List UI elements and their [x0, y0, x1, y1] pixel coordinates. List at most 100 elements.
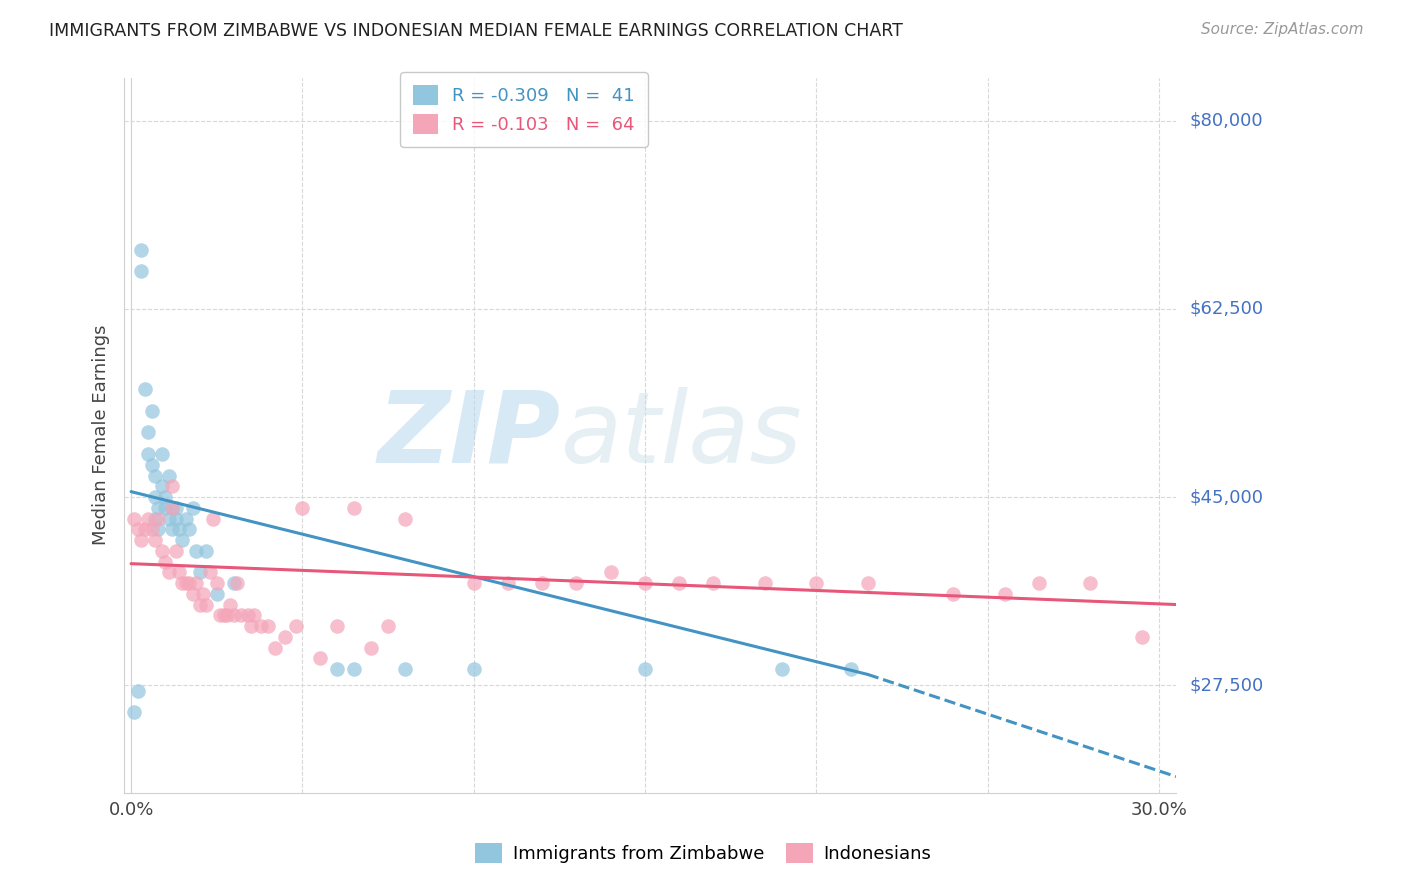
Point	[463, 576, 485, 591]
Point	[222, 576, 245, 591]
Text: $62,500: $62,500	[1189, 300, 1264, 318]
Y-axis label: Median Female Earnings: Median Female Earnings	[93, 325, 110, 545]
Point	[127, 683, 149, 698]
Point	[148, 511, 170, 525]
Point	[160, 522, 183, 536]
Point	[165, 500, 187, 515]
Point	[136, 425, 159, 440]
Point	[264, 640, 287, 655]
Point	[157, 566, 180, 580]
Point	[124, 511, 146, 525]
Point	[240, 619, 263, 633]
Point	[157, 468, 180, 483]
Point	[165, 511, 187, 525]
Point	[702, 576, 724, 591]
Point	[160, 500, 183, 515]
Point	[1028, 576, 1050, 591]
Point	[155, 500, 177, 515]
Point	[141, 404, 163, 418]
Point	[839, 662, 862, 676]
Point	[155, 555, 177, 569]
Point	[770, 662, 793, 676]
Point	[150, 479, 173, 493]
Point	[143, 533, 166, 547]
Point	[856, 576, 879, 591]
Text: $45,000: $45,000	[1189, 488, 1264, 506]
Point	[994, 587, 1017, 601]
Point	[257, 619, 280, 633]
Text: Source: ZipAtlas.com: Source: ZipAtlas.com	[1201, 22, 1364, 37]
Point	[148, 522, 170, 536]
Point	[209, 608, 232, 623]
Point	[634, 576, 657, 591]
Text: ZIP: ZIP	[378, 387, 561, 483]
Point	[496, 576, 519, 591]
Point	[160, 500, 183, 515]
Point	[360, 640, 382, 655]
Point	[325, 619, 347, 633]
Point	[198, 566, 221, 580]
Point	[195, 598, 218, 612]
Point	[172, 533, 194, 547]
Point	[167, 566, 190, 580]
Point	[134, 522, 156, 536]
Point	[806, 576, 828, 591]
Point	[291, 500, 314, 515]
Text: atlas: atlas	[561, 387, 803, 483]
Point	[394, 511, 416, 525]
Point	[325, 662, 347, 676]
Point	[191, 587, 214, 601]
Point	[1080, 576, 1102, 591]
Point	[174, 511, 197, 525]
Point	[599, 566, 621, 580]
Point	[188, 598, 211, 612]
Point	[754, 576, 776, 591]
Point	[172, 576, 194, 591]
Point	[134, 383, 156, 397]
Point	[343, 500, 366, 515]
Point	[131, 533, 153, 547]
Point	[150, 543, 173, 558]
Point	[186, 543, 208, 558]
Point	[165, 543, 187, 558]
Point	[174, 576, 197, 591]
Point	[308, 651, 330, 665]
Point	[222, 608, 245, 623]
Point	[179, 576, 201, 591]
Point	[243, 608, 266, 623]
Point	[181, 500, 204, 515]
Point	[131, 264, 153, 278]
Point	[212, 608, 235, 623]
Point	[284, 619, 307, 633]
Point	[215, 608, 238, 623]
Point	[668, 576, 690, 591]
Point	[150, 447, 173, 461]
Text: $80,000: $80,000	[1189, 112, 1264, 129]
Text: $27,500: $27,500	[1189, 676, 1264, 694]
Point	[250, 619, 273, 633]
Point	[463, 662, 485, 676]
Point	[155, 490, 177, 504]
Point	[188, 566, 211, 580]
Point	[148, 500, 170, 515]
Point	[531, 576, 554, 591]
Point	[143, 468, 166, 483]
Point	[205, 576, 228, 591]
Point	[131, 243, 153, 257]
Point	[141, 458, 163, 472]
Point	[274, 630, 297, 644]
Point	[141, 522, 163, 536]
Point	[124, 705, 146, 719]
Point	[195, 543, 218, 558]
Point	[136, 511, 159, 525]
Legend: Immigrants from Zimbabwe, Indonesians: Immigrants from Zimbabwe, Indonesians	[465, 834, 941, 872]
Legend: R = -0.309   N =  41, R = -0.103   N =  64: R = -0.309 N = 41, R = -0.103 N = 64	[401, 72, 648, 146]
Point	[136, 447, 159, 461]
Point	[226, 576, 249, 591]
Point	[157, 511, 180, 525]
Point	[202, 511, 225, 525]
Point	[236, 608, 259, 623]
Point	[634, 662, 657, 676]
Point	[167, 522, 190, 536]
Point	[229, 608, 252, 623]
